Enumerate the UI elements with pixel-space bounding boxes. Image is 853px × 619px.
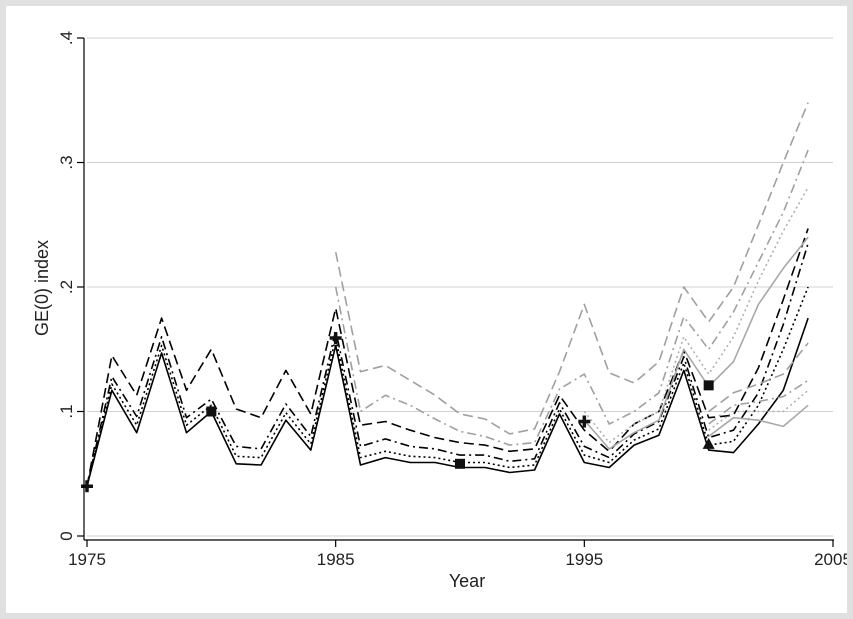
series-line [86,317,809,487]
y-axis-title: GE(0) index [32,240,52,336]
y-tick-label: .3 [57,155,76,169]
axes [83,38,834,541]
series-line [86,286,809,487]
plus-marker [329,332,342,345]
x-tick-label: 1995 [565,550,603,569]
series-line [583,236,809,450]
series-line [583,187,809,444]
chart-container: 0 .1 .2 .3 .4 1975 1985 1995 2005 Year GE(0) ind… [6,6,847,613]
series-lines [86,102,809,487]
square-marker [703,380,714,391]
triangle-marker [702,437,715,449]
tick-labels: 0 .1 .2 .3 .4 1975 1985 1995 2005 [57,31,847,569]
square-marker [455,458,465,469]
series-line [86,243,809,487]
y-tick-label: 0 [57,531,76,540]
line-chart: 0 .1 .2 .3 .4 1975 1985 1995 2005 Year GE(0) ind… [32,31,847,591]
plus-marker [578,415,591,428]
x-axis-title: Year [449,571,485,591]
y-tick-label: .4 [57,31,76,45]
series-line [334,102,809,435]
x-tick-label: 2005 [814,550,847,569]
plus-marker [81,480,93,493]
y-tick-label: .1 [57,404,76,418]
series-line [86,228,809,487]
series-line [708,342,809,413]
x-tick-label: 1985 [317,550,355,569]
data-markers [81,332,715,493]
series-line [708,379,809,425]
series-line [708,404,809,438]
y-tick-label: .2 [57,280,76,294]
square-marker [206,406,217,417]
series-line [708,389,809,431]
series-line [334,149,809,446]
x-tick-label: 1975 [68,550,106,569]
